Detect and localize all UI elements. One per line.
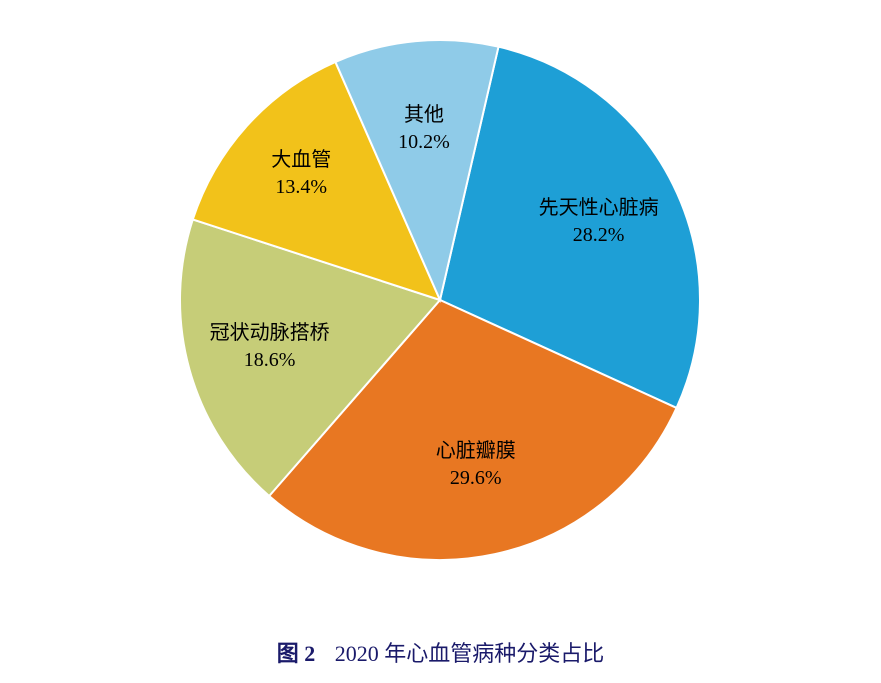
- figure-number: 图 2: [277, 641, 316, 666]
- figure-caption: 图 2 2020 年心血管病种分类占比: [0, 636, 881, 668]
- slice-value-1: 29.6%: [436, 465, 516, 492]
- slice-label-4: 其他 10.2%: [398, 102, 450, 156]
- slice-name-4: 其他: [398, 102, 450, 129]
- slice-name-1: 心脏瓣膜: [436, 438, 516, 465]
- slice-value-0: 28.2%: [539, 222, 659, 249]
- slice-value-3: 13.4%: [271, 174, 331, 201]
- slice-name-3: 大血管: [271, 147, 331, 174]
- figure-title: 2020 年心血管病种分类占比: [335, 641, 605, 666]
- chart-container: 先天性心脏病 28.2% 心脏瓣膜 29.6% 冠状动脉搭桥 18.6% 大血管…: [0, 0, 881, 683]
- slice-label-0: 先天性心脏病 28.2%: [539, 195, 659, 249]
- slice-label-3: 大血管 13.4%: [271, 147, 331, 201]
- slice-label-1: 心脏瓣膜 29.6%: [436, 438, 516, 492]
- slice-name-0: 先天性心脏病: [539, 195, 659, 222]
- slice-label-2: 冠状动脉搭桥 18.6%: [210, 320, 330, 374]
- slice-value-4: 10.2%: [398, 129, 450, 156]
- slice-name-2: 冠状动脉搭桥: [210, 320, 330, 347]
- slice-value-2: 18.6%: [210, 347, 330, 374]
